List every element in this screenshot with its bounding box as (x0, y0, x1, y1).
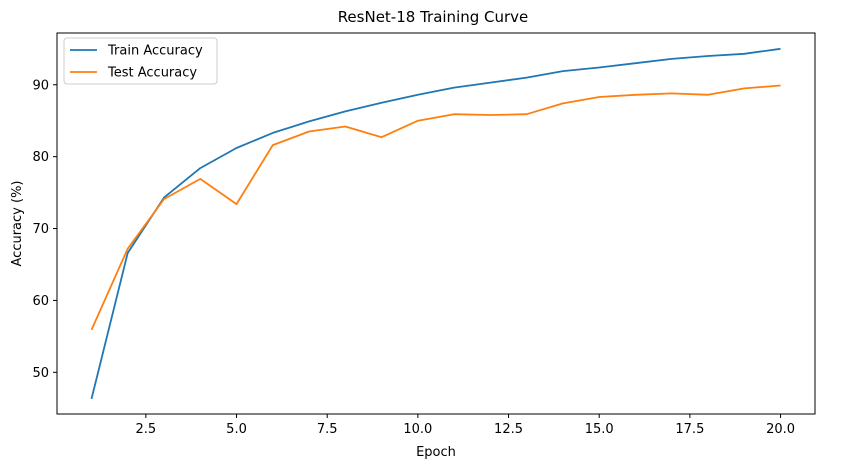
x-axis-label: Epoch (416, 445, 456, 460)
x-tick-label: 20.0 (766, 422, 795, 437)
x-tick-label: 12.5 (494, 422, 523, 437)
x-tick-label: 2.5 (136, 422, 157, 437)
x-tick-label: 17.5 (675, 422, 704, 437)
legend-label: Test Accuracy (107, 66, 197, 81)
chart-title: ResNet-18 Training Curve (338, 8, 529, 26)
legend-frame (63, 37, 218, 85)
series-line-1 (90, 84, 781, 331)
y-tick-label: 50 (32, 366, 49, 381)
x-tick-label: 5.0 (226, 422, 247, 437)
y-axis-ticks: 50 60 70 80 90 (32, 78, 57, 381)
series-line-0 (90, 47, 781, 400)
axes-frame (56, 32, 816, 415)
x-tick-label: 10.0 (403, 422, 432, 437)
y-tick-label: 60 (32, 294, 49, 309)
x-tick-label: 7.5 (317, 422, 338, 437)
legend-label: Train Accuracy (107, 44, 203, 59)
y-tick-label: 80 (32, 150, 49, 165)
x-axis-ticks: 2.5 5.0 7.5 10.0 12.5 15.0 17.5 20.0 (136, 414, 795, 437)
y-tick-label: 70 (32, 222, 49, 237)
plot-area (90, 47, 781, 400)
y-axis-label: Accuracy (%) (10, 181, 25, 267)
x-tick-label: 15.0 (585, 422, 614, 437)
legend: Train Accuracy Test Accuracy (63, 37, 218, 85)
y-tick-label: 90 (32, 78, 49, 93)
